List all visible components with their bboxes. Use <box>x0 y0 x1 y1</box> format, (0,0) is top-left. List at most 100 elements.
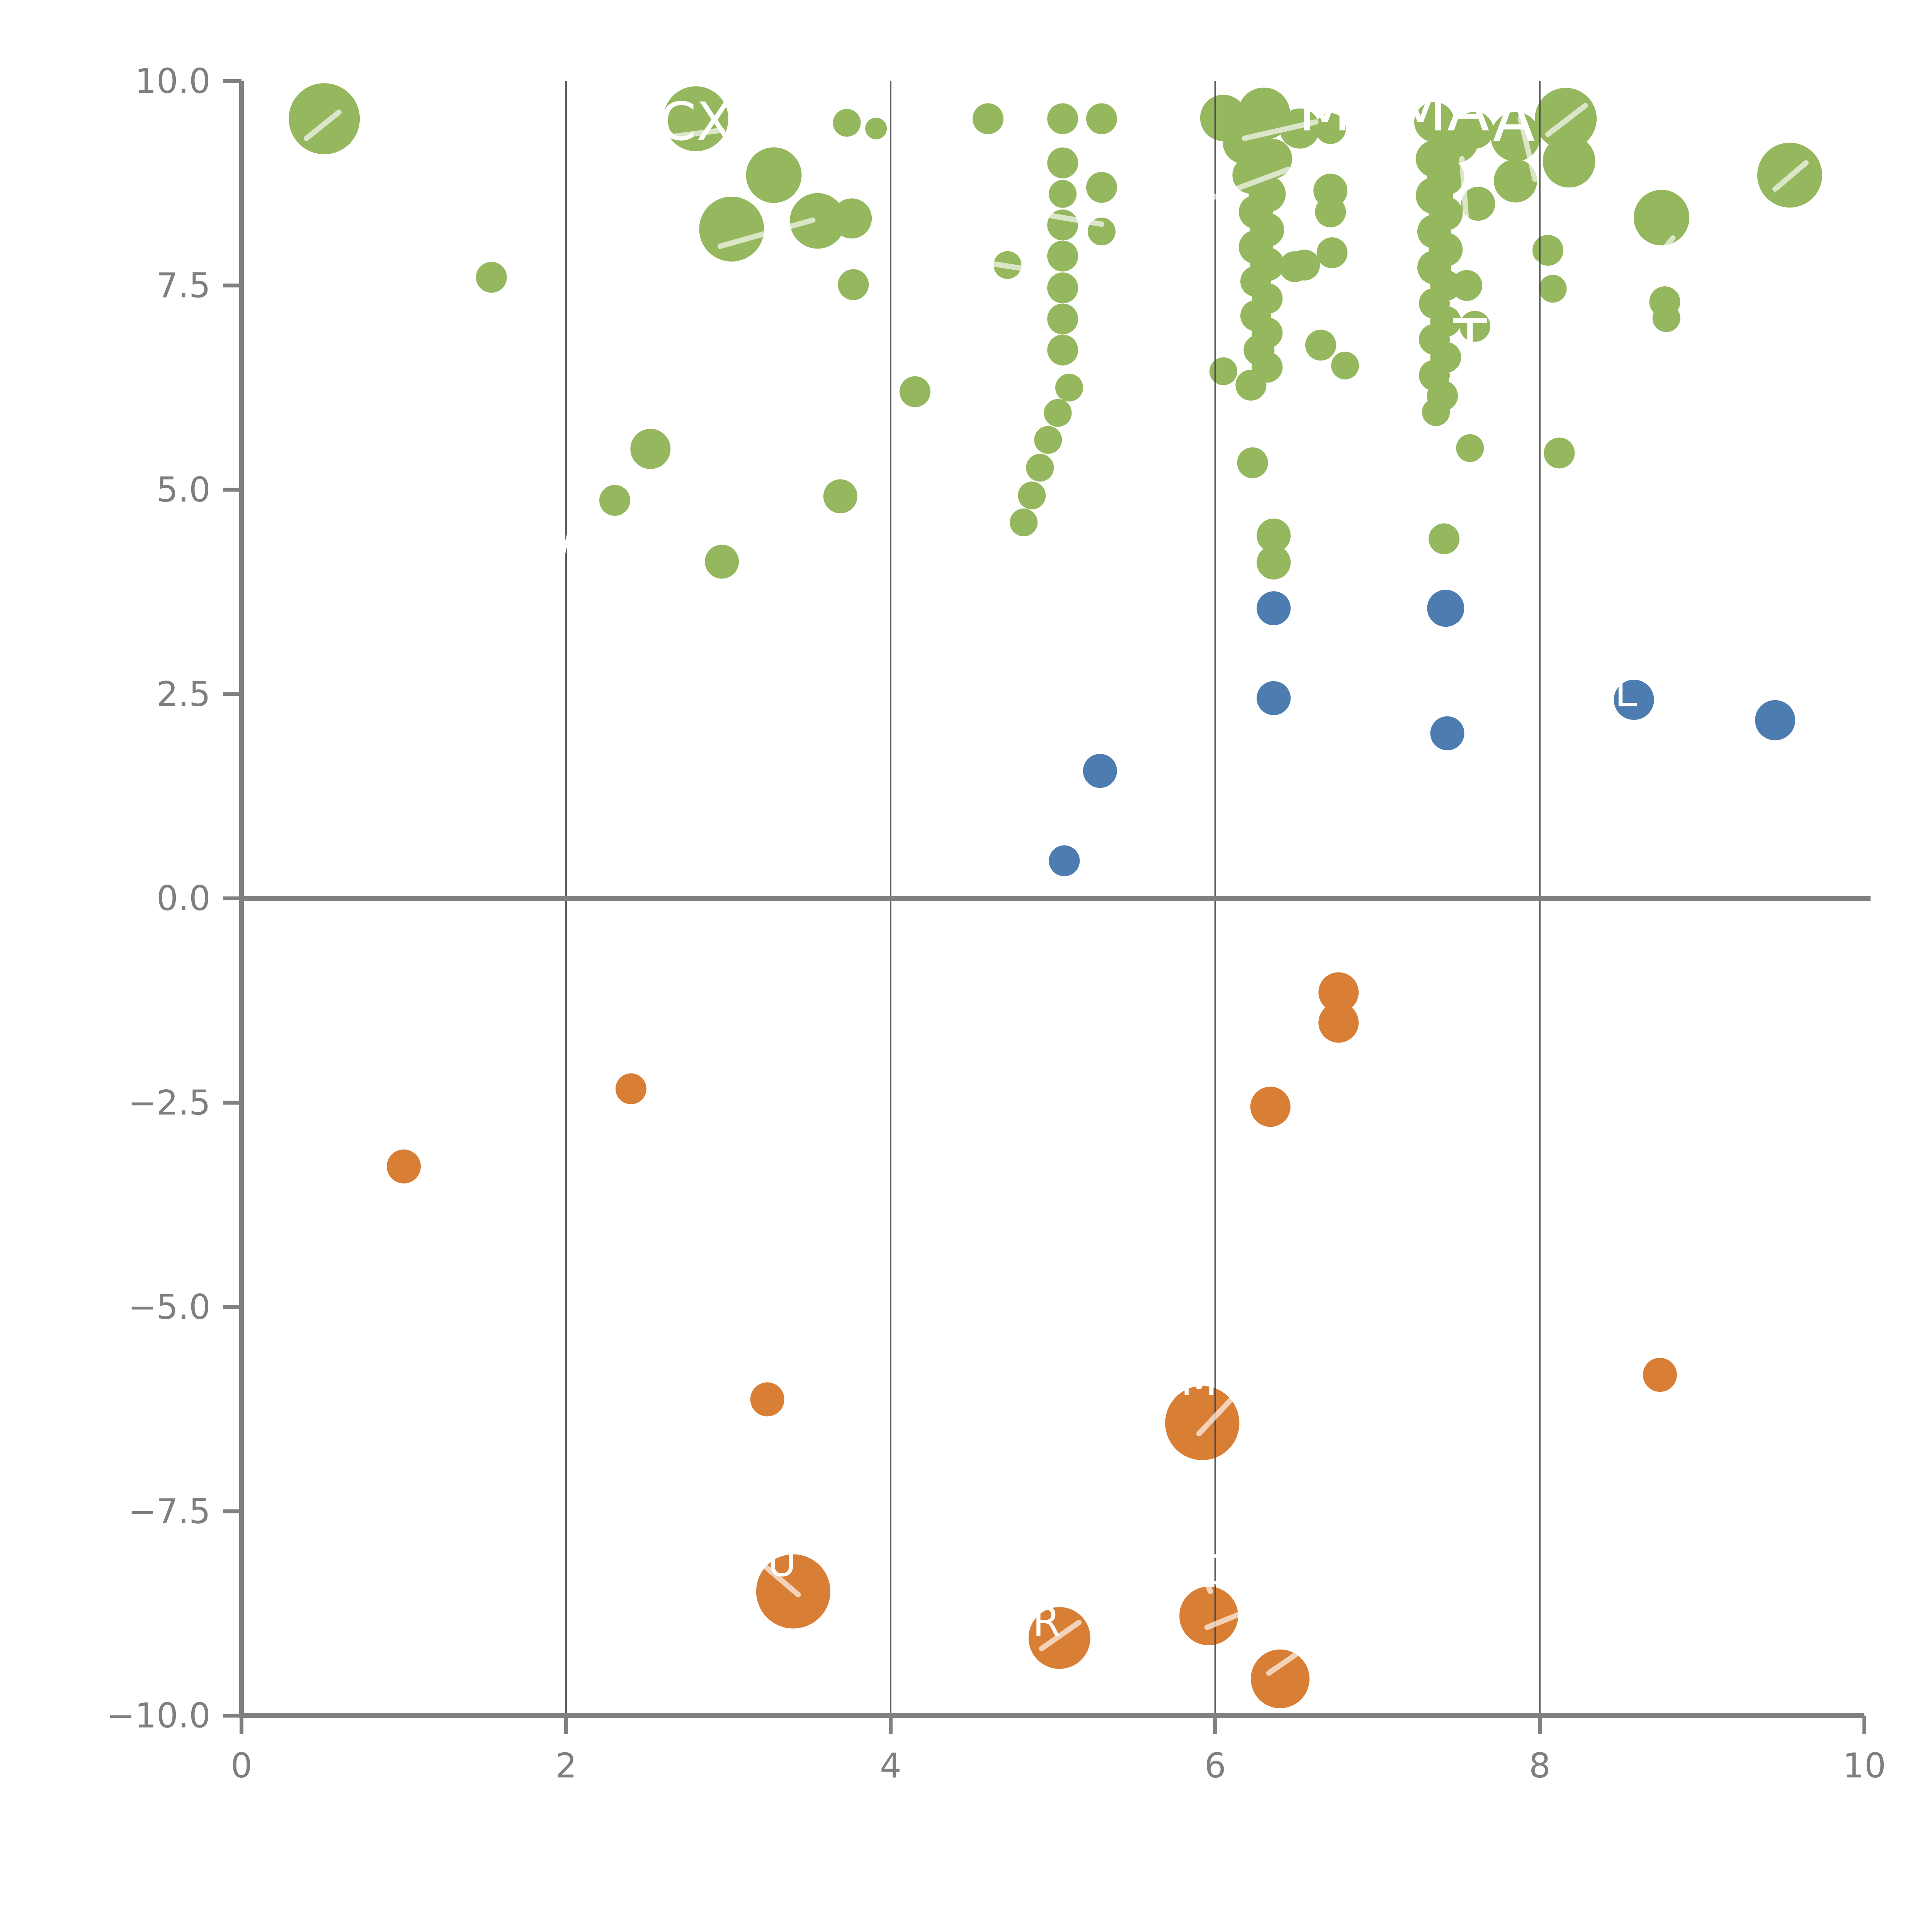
data-point-group-green <box>1315 196 1346 228</box>
leader-line <box>718 217 816 249</box>
data-point-group-green <box>1026 454 1054 482</box>
data-point-group-green <box>1315 113 1346 144</box>
data-point-group-green <box>838 269 869 300</box>
data-point-group-green <box>1279 108 1320 149</box>
leader-line <box>1459 156 1471 252</box>
data-point-group-green <box>1456 434 1484 462</box>
data-point-group-blue <box>1049 845 1080 876</box>
data-point-group-green <box>1047 103 1078 134</box>
point-label-T: T <box>1452 307 1487 372</box>
leader-line <box>1204 167 1291 202</box>
x-tick-label: 6 <box>1204 1746 1226 1786</box>
data-point-group-blue <box>1427 590 1464 627</box>
data-point-group-orange <box>1643 1358 1677 1392</box>
data-point-group-green <box>1010 509 1038 537</box>
y-tick-label: −7.5 <box>128 1492 211 1531</box>
leader-line <box>763 1564 801 1597</box>
y-tick-label: 2.5 <box>156 674 211 714</box>
data-point-group-green <box>973 103 1003 134</box>
data-point-group-green <box>832 198 872 239</box>
data-point-group-green <box>1422 398 1450 426</box>
data-point-group-green <box>1543 135 1595 188</box>
y-tick-label: −10.0 <box>106 1696 211 1736</box>
data-point-group-orange <box>616 1073 646 1104</box>
data-point-group-green <box>823 479 857 514</box>
data-point-group-orange <box>1318 1002 1359 1043</box>
point-label-MAMA: MAMA <box>1298 73 1490 145</box>
leader-line <box>977 201 1104 227</box>
point-label-M: M <box>1180 1355 1218 1406</box>
data-point-group-orange <box>387 1149 421 1184</box>
x-tick-label: 10 <box>1843 1746 1886 1786</box>
x-tick-label: 8 <box>1529 1746 1551 1786</box>
point-label-W: W <box>549 525 589 572</box>
data-point-group-green <box>790 193 845 249</box>
data-point-group-green <box>1044 399 1072 427</box>
y-tick-label: −5.0 <box>128 1287 211 1327</box>
data-point-group-green <box>1034 426 1062 454</box>
data-point-group-orange <box>1250 1087 1291 1127</box>
data-point-group-green <box>1652 304 1680 332</box>
data-point-group-green <box>1209 357 1237 385</box>
data-point-group-green <box>1047 334 1078 366</box>
data-point-group-green <box>1429 523 1460 554</box>
data-point-group-orange <box>1165 1386 1240 1460</box>
y-tick-label: −2.5 <box>128 1083 211 1122</box>
leader-line <box>1545 103 1588 137</box>
data-point-group-orange <box>1318 972 1359 1013</box>
data-point-group-green <box>833 109 861 137</box>
data-point-group-green <box>1459 311 1490 342</box>
data-point-group-green <box>1237 447 1268 478</box>
data-point-group-green <box>1235 369 1267 401</box>
data-point-group-orange <box>750 1382 784 1417</box>
data-point-group-green <box>1086 172 1117 203</box>
leader-line <box>1466 246 1539 265</box>
data-point-group-green <box>1055 374 1083 402</box>
data-point-group-blue <box>1614 680 1654 720</box>
data-point-group-orange <box>1251 1649 1310 1708</box>
leader-line <box>1242 119 1319 141</box>
data-point-group-green <box>1047 272 1078 304</box>
data-point-group-green <box>599 485 630 516</box>
y-tick-label: 0.0 <box>156 879 211 918</box>
leader-line <box>1196 1384 1246 1437</box>
point-label-CX: CX <box>660 92 732 153</box>
data-point-group-green <box>1305 330 1336 361</box>
data-point-group-green <box>1047 240 1078 272</box>
data-point-group-blue <box>1257 681 1291 715</box>
y-tick-label: 10.0 <box>135 61 211 101</box>
y-tick-label: 5.0 <box>156 470 211 510</box>
point-label-A: A <box>1493 83 1535 156</box>
data-point-group-green <box>289 83 360 155</box>
data-point-group-green <box>1494 159 1537 203</box>
data-point-group-blue <box>1083 754 1117 788</box>
data-point-group-green <box>476 262 507 293</box>
data-point-group-green <box>705 544 739 579</box>
data-point-group-green <box>1451 270 1482 301</box>
point-label-R: R <box>1032 1598 1060 1645</box>
data-point-group-green <box>1461 187 1495 221</box>
data-point-group-green <box>1018 481 1046 510</box>
data-point-group-green <box>630 429 671 469</box>
data-point-group-green <box>1047 147 1078 179</box>
data-point-group-blue <box>1430 716 1464 750</box>
data-point-group-blue <box>1755 700 1795 740</box>
point-label-AC: AC <box>1175 1547 1230 1594</box>
data-point-group-green <box>1049 180 1077 208</box>
leader-line <box>1772 160 1809 192</box>
data-point-group-green <box>1279 251 1310 282</box>
data-point-group-green <box>1634 190 1689 246</box>
data-point-group-green <box>746 147 802 203</box>
data-point-group-green <box>1086 103 1117 134</box>
leader-line <box>656 127 725 141</box>
leader-line <box>1204 1600 1270 1630</box>
point-label-L: L <box>1615 669 1637 716</box>
data-point-group-green <box>1047 303 1078 335</box>
leader-line <box>1039 1619 1082 1651</box>
leader-line <box>1266 1646 1307 1676</box>
x-tick-label: 0 <box>231 1746 252 1786</box>
data-point-group-green <box>1331 352 1359 380</box>
leader-line <box>961 257 1056 276</box>
leader-line <box>1193 1556 1213 1594</box>
